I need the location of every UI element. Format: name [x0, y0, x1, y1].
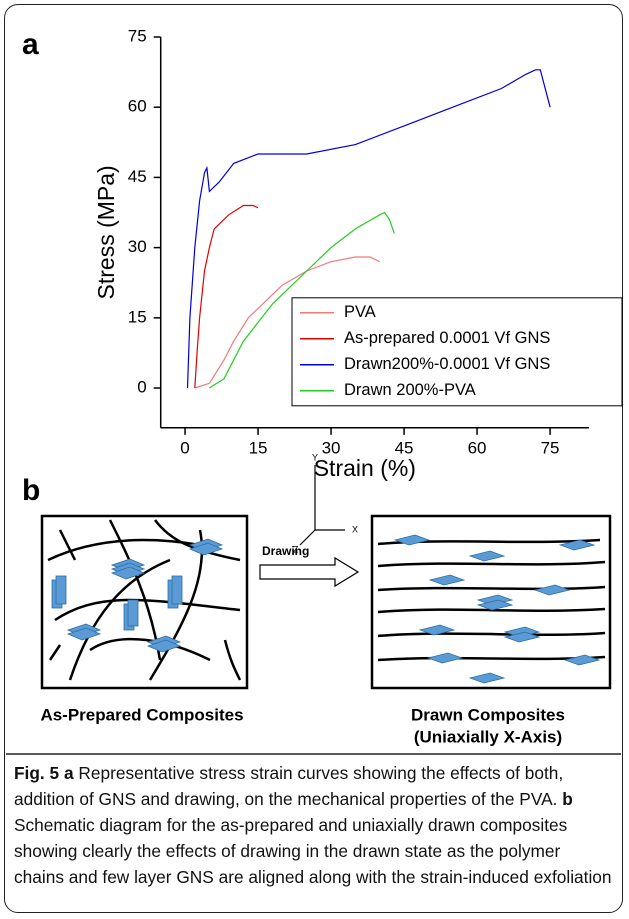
legend-label: As-prepared 0.0001 Vf GNS [344, 329, 550, 347]
diagram-caption: Drawn Composites [411, 705, 565, 724]
y-tick-label: 15 [128, 307, 147, 326]
y-tick-label: 60 [128, 97, 147, 116]
y-tick-label: 30 [128, 237, 147, 256]
left-box [40, 514, 249, 690]
diagram: Y X Z Drawing As-Prepared Composites Dra… [40, 452, 612, 746]
y-tick-label: 0 [137, 378, 146, 397]
diagram-caption: As-Prepared Composites [40, 705, 243, 724]
x-tick-label: 75 [541, 438, 560, 457]
legend-label: Drawn200%-0.0001 Vf GNS [344, 355, 550, 373]
gns-sheets [51, 534, 601, 684]
caption-label: a [63, 763, 74, 783]
series-line [186, 69, 551, 389]
caption-label: b [562, 789, 573, 809]
x-tick-label: 45 [395, 438, 414, 457]
y-tick-label: 75 [128, 26, 147, 45]
caption: Fig. 5 a Representative stress strain cu… [14, 760, 614, 890]
y-tick-label: 45 [128, 167, 147, 186]
legend-label: Drawn 200%-PVA [344, 381, 476, 399]
caption-text: Schematic diagram for the as-prepared an… [14, 815, 612, 887]
x-axis-label: Strain (%) [314, 455, 416, 481]
arrow-label: Drawing [262, 544, 309, 558]
figure-frame [4, 4, 623, 913]
diagram-caption: (Uniaxially X-Axis) [414, 727, 562, 746]
series-line [194, 204, 259, 389]
right-box [370, 514, 612, 690]
panel-label: b [22, 474, 40, 507]
chains [377, 538, 606, 662]
legend-box [291, 297, 623, 407]
panel-label: a [22, 28, 39, 61]
figure: a b [6, 26, 623, 755]
caption-label: Fig. 5 [14, 763, 60, 783]
axis-label: Z [293, 544, 299, 554]
axis-label: Y [312, 452, 318, 462]
drawing-arrow [259, 556, 360, 588]
series-line [209, 211, 395, 389]
x-tick-label: 30 [322, 438, 341, 457]
axes-icon [299, 465, 345, 546]
x-tick-label: 0 [180, 438, 189, 457]
series-line [194, 256, 380, 389]
legend-label: PVA [344, 303, 376, 321]
caption-text: Representative stress strain curves show… [14, 763, 564, 809]
x-tick-label: 15 [249, 438, 268, 457]
x-tick-label: 60 [468, 438, 487, 457]
y-axis-label: Stress (MPa) [93, 165, 119, 299]
axis-label: X [352, 524, 358, 534]
